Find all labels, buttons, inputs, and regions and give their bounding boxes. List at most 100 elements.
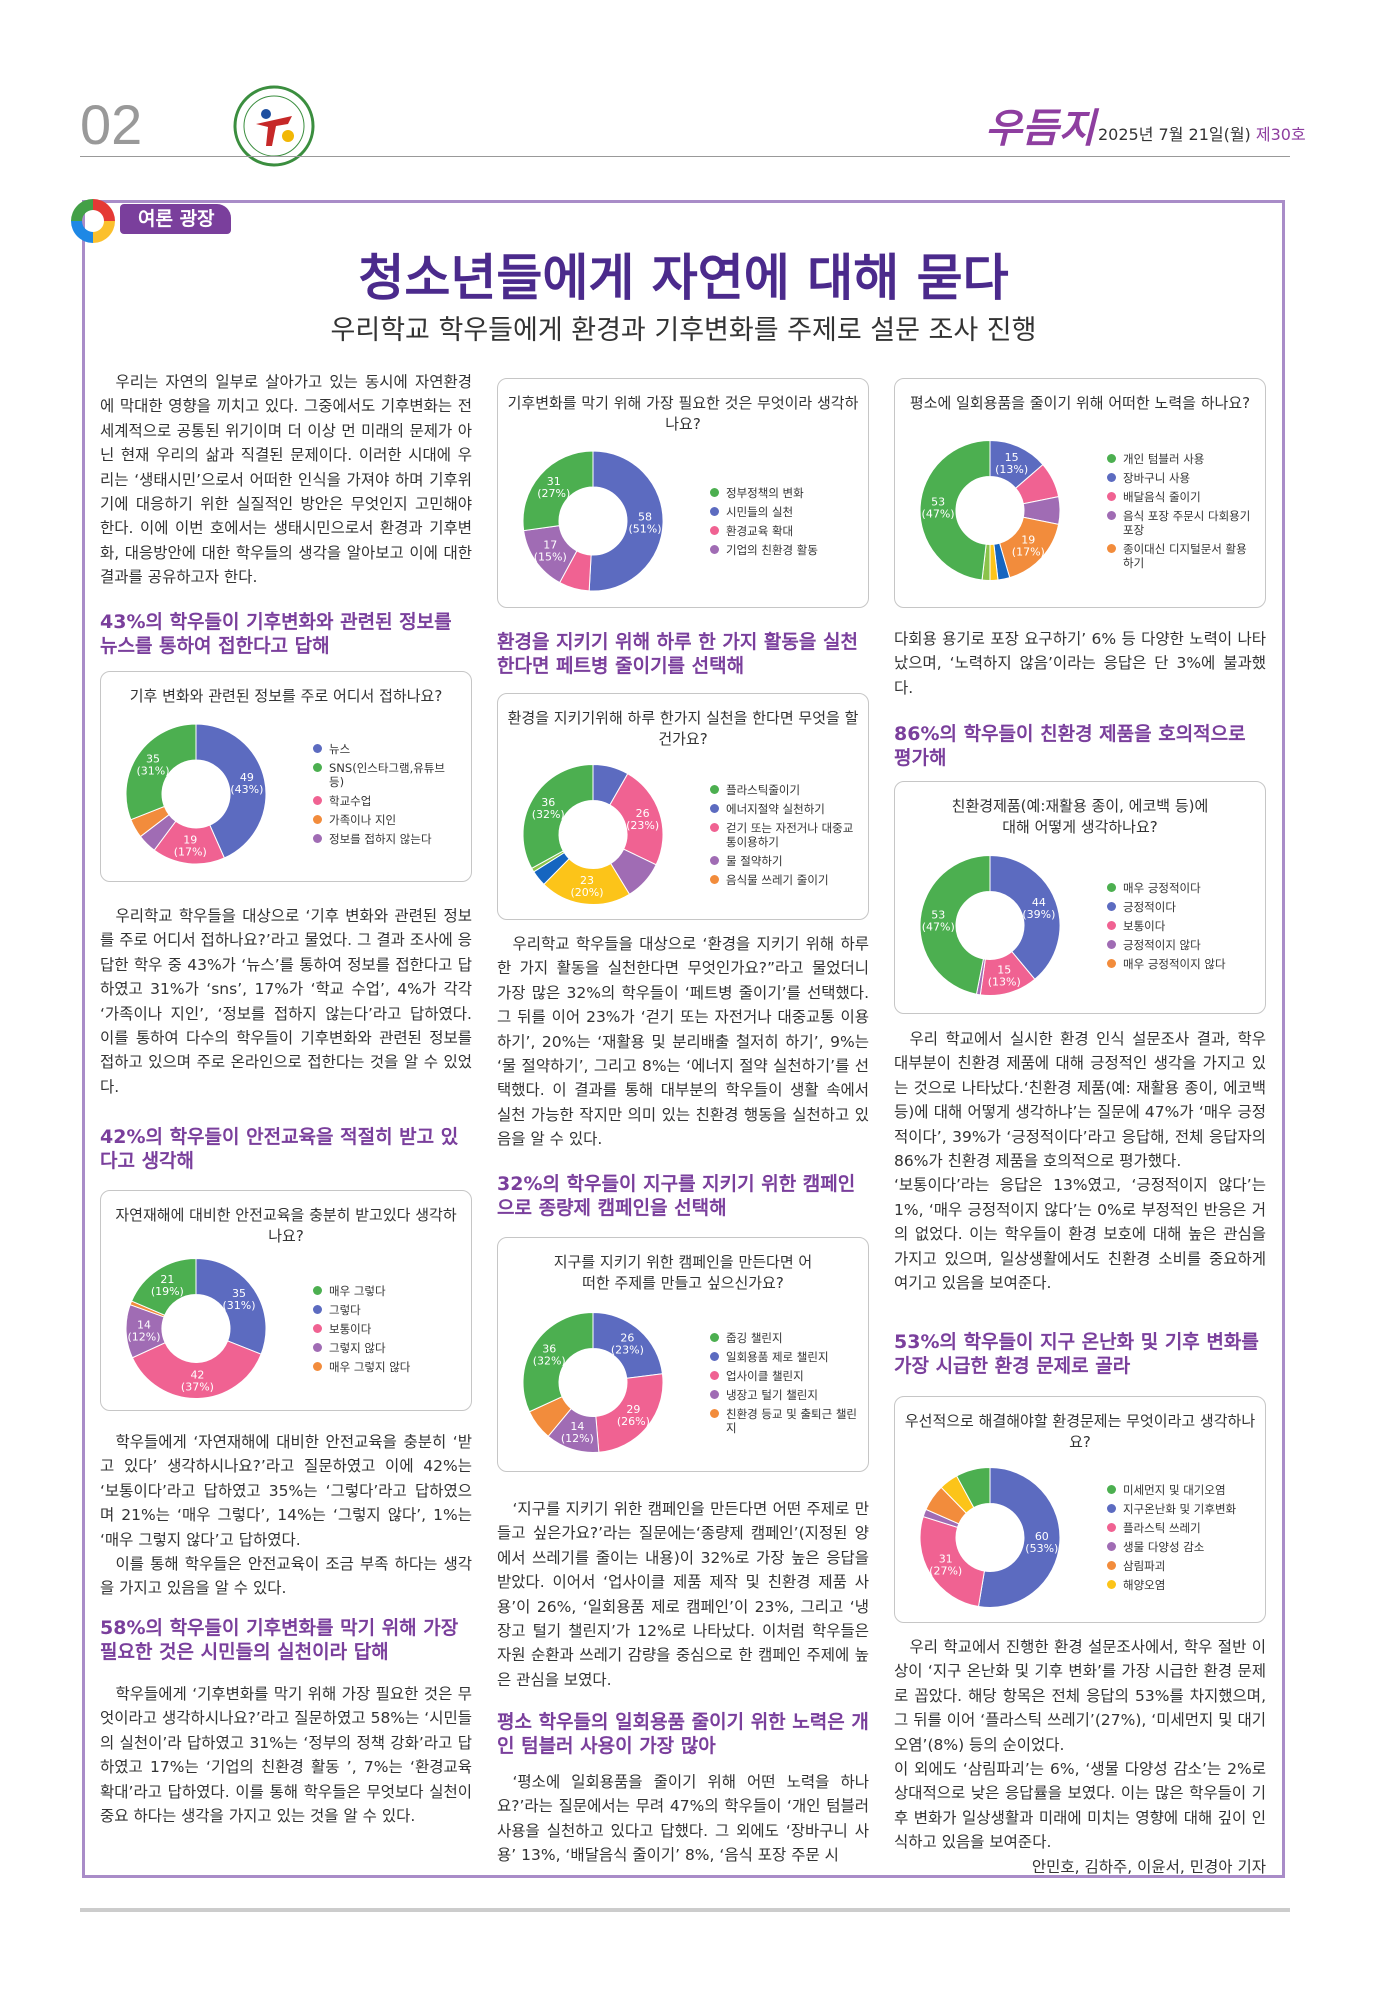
slice-value: 36 xyxy=(541,796,555,809)
section-heading: 53%의 학우들이 지구 온난화 및 기후 변화를 가장 시급한 환경 문제로 … xyxy=(894,1331,1259,1377)
slice-percent: (53%) xyxy=(1025,1542,1058,1555)
legend-label: 냉장고 털기 챌린지 xyxy=(726,1387,818,1402)
legend-swatch xyxy=(710,506,719,516)
legend-item: 친환경 등교 및 출퇴근 챌린지 xyxy=(710,1407,860,1435)
legend-label: 가족이나 지인 xyxy=(329,813,397,827)
legend-item: 매우 긍정적이다 xyxy=(1107,881,1257,895)
donut-slice xyxy=(522,1311,594,1413)
slice-label: 19 (17%) xyxy=(174,834,207,859)
slice-label: 36 (32%) xyxy=(532,796,565,821)
chart-box: 기후변화를 막기 위해 가장 필요한 것은 무엇이라 생각하나요? 58 (51%)… xyxy=(497,378,869,608)
section-heading: 환경을 지키기 위해 하루 한 가지 활동을 실천한다면 페트병 줄이기를 선택… xyxy=(497,631,858,677)
paragraph: 우리 학교에서 진행한 환경 설문조사에서, 학우 절반 이상이 ‘지구 온난화… xyxy=(894,1638,1266,1754)
school-emblem xyxy=(233,85,315,167)
slice-label: 14 (12%) xyxy=(128,1319,161,1344)
slice-label: 17 (15%) xyxy=(534,539,567,564)
donut-chart: 35 (31%) 42 (37%) 14 (12%) 21 (19%) xyxy=(125,1257,267,1399)
slice-label: 23 (20%) xyxy=(570,874,603,899)
legend-item: 플라스틱줄이기 xyxy=(710,783,860,797)
slice-value: 49 xyxy=(240,771,254,784)
legend-swatch xyxy=(1107,958,1116,968)
legend-swatch xyxy=(1107,920,1116,930)
legend-label: SNS(인스타그램,유튜브 등) xyxy=(329,761,445,789)
text-block: 우리 학교에서 실시한 환경 인식 설문조사 결과, 학우 대부분이 친환경 제… xyxy=(894,1027,1266,1295)
legend-swatch xyxy=(710,1370,719,1380)
legend-label: 해양오염 xyxy=(1123,1578,1166,1592)
legend-item: 매우 그렇지 않다 xyxy=(313,1360,463,1374)
chart-box: 기후 변화와 관련된 정보를 주로 어디서 접하나요? 49 (43%) 19 (17%… xyxy=(100,671,472,882)
slice-value: 53 xyxy=(931,496,945,509)
legend-label: 기업의 친환경 활동 xyxy=(726,542,818,557)
slice-value: 26 xyxy=(620,1332,634,1345)
text-block: 우리 학교에서 진행한 환경 설문조사에서, 학우 절반 이상이 ‘지구 온난화… xyxy=(894,1635,1266,1877)
chart-box: 자연재해에 대비한 안전교육을 충분히 받고있다 생각하나요? 35 (31%) 42… xyxy=(100,1190,472,1411)
legend-label: 그렇다 xyxy=(329,1302,361,1317)
page-number: 02 xyxy=(80,93,143,156)
paragraph: ‘지구를 지키기 위한 캠페인을 만든다면 어떤 주제로 만들고 싶은가요?’라… xyxy=(497,1500,869,1689)
slice-value: 35 xyxy=(146,753,160,766)
paragraph: ‘보통이다’라는 응답은 13%였고, ‘긍정적이지 않다’는 1%, ‘매우 … xyxy=(894,1176,1266,1293)
slice-label: 26 (23%) xyxy=(611,1332,644,1357)
legend-label: 그렇지 않다 xyxy=(329,1340,386,1355)
slice-percent: (20%) xyxy=(570,886,603,899)
paragraph: 이를 통해 학우들은 안전교육이 조금 부족 하다는 생각을 가지고 있음을 알… xyxy=(100,1555,472,1598)
legend-swatch xyxy=(710,1408,719,1418)
legend-label: 에너지절약 실천하기 xyxy=(726,801,825,816)
legend-swatch xyxy=(710,487,719,497)
legend-item: 환경교육 확대 xyxy=(710,524,860,538)
legend-swatch xyxy=(1107,901,1116,911)
donut-chart: 60 (53%) 31 (27%) xyxy=(919,1466,1061,1608)
chart-body: 15 (13%) 19 (17%) 53 (47%) 개인 텀블러 사용 장바구니 사용 배달음… xyxy=(895,414,1265,607)
legend-item: 음식물 쓰레기 줄이기 xyxy=(710,873,860,887)
slice-value: 26 xyxy=(636,807,650,820)
slice-value: 42 xyxy=(190,1368,204,1381)
slice-percent: (17%) xyxy=(174,846,207,859)
legend-item: 해양오염 xyxy=(1107,1578,1257,1592)
slice-percent: (13%) xyxy=(995,463,1028,476)
slice-label: 14 (12%) xyxy=(561,1420,594,1445)
slice-value: 15 xyxy=(1005,451,1019,464)
legend: 미세먼지 및 대기오염 지구온난화 및 기후변화 플라스틱 쓰레기 생물 다양성 감소… xyxy=(1107,1478,1257,1597)
legend-label: 친환경 등교 및 출퇴근 챌린지 xyxy=(726,1406,858,1435)
legend-swatch xyxy=(313,1304,322,1314)
slice-label: 42 (37%) xyxy=(181,1368,214,1393)
legend-swatch xyxy=(1107,882,1116,892)
paragraph: 학우들에게 ‘자연재해에 대비한 안전교육을 충분히 ‘받고 있다’ 생각하시나… xyxy=(100,1433,472,1549)
masthead: 우듬지 xyxy=(985,105,1096,152)
slice-value: 53 xyxy=(931,908,945,921)
slice-label: 58 (51%) xyxy=(628,510,661,535)
header-rule xyxy=(80,156,1290,157)
date: 2025년 7월 21일(월) xyxy=(1098,125,1251,144)
issue-date: 2025년 7월 21일(월) 제30호 xyxy=(1098,121,1306,145)
legend-label: 플라스틱줄이기 xyxy=(726,782,801,797)
legend-swatch xyxy=(313,763,322,772)
legend-swatch xyxy=(1107,472,1116,482)
legend-label: 학교수업 xyxy=(329,794,372,808)
slice-percent: (47%) xyxy=(922,920,955,933)
legend-label: 걷기 또는 자전거나 대중교통이용하기 xyxy=(726,820,854,849)
legend-item: 걷기 또는 자전거나 대중교통이용하기 xyxy=(710,821,860,849)
legend-item: 보통이다 xyxy=(1107,919,1257,933)
chart-body: 44 (39%) 15 (13%) 53 (47%) 매우 긍정적이다 긍정적이다 보통이다 긍정… xyxy=(895,838,1265,1013)
footer-rule xyxy=(80,1908,1290,1912)
slice-percent: (39%) xyxy=(1022,908,1055,921)
legend-item: SNS(인스타그램,유튜브 등) xyxy=(313,761,463,789)
legend-swatch xyxy=(710,822,719,832)
paragraph: 학우들에게 ‘기후변화를 막기 위해 가장 필요한 것은 무엇이라고 생각하시나… xyxy=(100,1685,472,1826)
slice-value: 29 xyxy=(626,1403,640,1416)
slice-value: 17 xyxy=(543,539,557,552)
legend-label: 플라스틱 쓰레기 xyxy=(1123,1521,1201,1535)
section-heading: 86%의 학우들이 친환경 제품을 호의적으로 평가해 xyxy=(894,723,1246,769)
legend-item: 삼림파괴 xyxy=(1107,1559,1257,1573)
donut-slice xyxy=(588,450,664,592)
section-heading: 42%의 학우들이 안전교육을 적절히 받고 있다고 생각해 xyxy=(100,1126,459,1172)
legend-swatch xyxy=(313,1285,322,1295)
slice-percent: (19%) xyxy=(151,1285,184,1298)
paragraph: 우리 학교에서 실시한 환경 인식 설문조사 결과, 학우 대부분이 친환경 제… xyxy=(894,1030,1266,1171)
legend-item: 가족이나 지인 xyxy=(313,813,463,827)
slice-label: 19 (17%) xyxy=(1012,534,1045,559)
legend-label: 지구온난화 및 기후변화 xyxy=(1123,1502,1237,1516)
slice-percent: (51%) xyxy=(628,522,661,535)
legend-swatch xyxy=(710,784,719,794)
slice-label: 29 (26%) xyxy=(617,1403,650,1428)
